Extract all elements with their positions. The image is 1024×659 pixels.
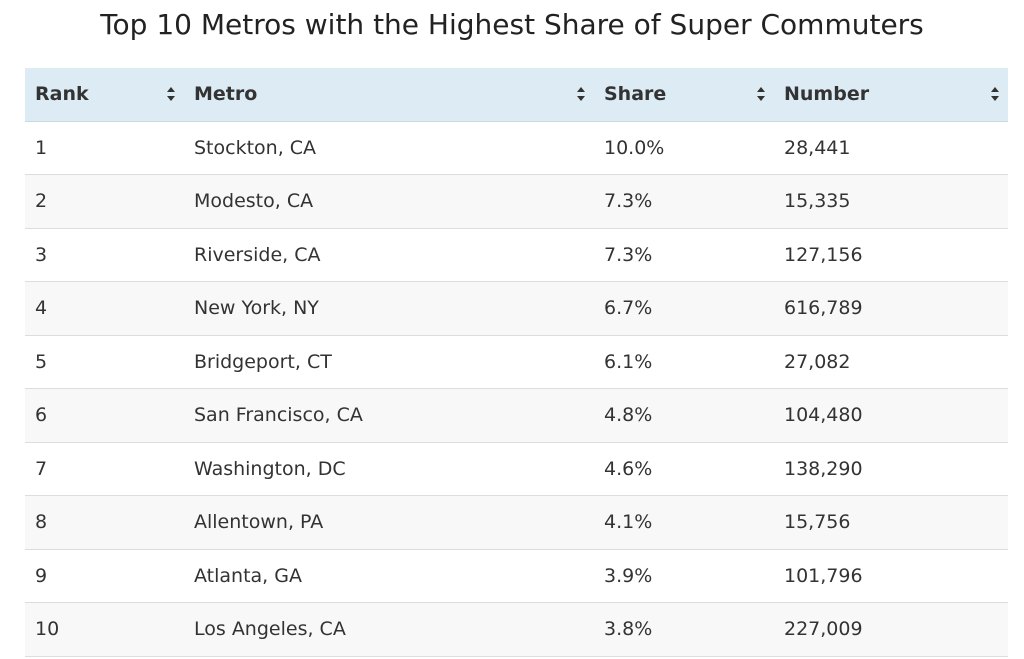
cell-number: 104,480 (784, 404, 863, 427)
cell-metro: Atlanta, GA (194, 564, 302, 587)
column-header-metro[interactable]: Metro (184, 68, 594, 122)
cell-number: 15,335 (784, 190, 851, 213)
column-header-label: Share (604, 83, 667, 106)
table-body: 1 Stockton, CA 10.0% 28,441 2 Modesto, CA 7.3%… (25, 121, 1008, 656)
cell-rank: 2 (35, 190, 48, 213)
sort-icon[interactable] (756, 86, 766, 102)
cell-metro: Riverside, CA (194, 243, 321, 266)
cell-rank: 6 (35, 404, 48, 427)
cell-share: 3.9% (604, 564, 653, 587)
table-row: 6 San Francisco, CA 4.8% 104,480 (25, 388, 1008, 442)
cell-share: 6.1% (604, 350, 653, 373)
cell-metro: Allentown, PA (194, 511, 324, 534)
column-header-share[interactable]: Share (594, 68, 774, 122)
data-table: Rank Metro Share (25, 68, 1008, 657)
cell-share: 4.1% (604, 511, 653, 534)
table-row: 3 Riverside, CA 7.3% 127,156 (25, 228, 1008, 282)
column-header-number[interactable]: Number (774, 68, 1008, 122)
table-row: 7 Washington, DC 4.6% 138,290 (25, 442, 1008, 496)
table-row: 2 Modesto, CA 7.3% 15,335 (25, 174, 1008, 228)
sort-icon[interactable] (576, 86, 586, 102)
cell-number: 616,789 (784, 297, 863, 320)
cell-rank: 5 (35, 350, 48, 373)
cell-share: 4.6% (604, 457, 653, 480)
column-header-label: Number (784, 83, 870, 106)
cell-metro: Los Angeles, CA (194, 618, 346, 641)
table-row: 10 Los Angeles, CA 3.8% 227,009 (25, 602, 1008, 656)
cell-number: 15,756 (784, 511, 851, 534)
cell-number: 27,082 (784, 350, 851, 373)
table-header-row: Rank Metro Share (25, 68, 1008, 122)
cell-rank: 8 (35, 511, 48, 534)
cell-number: 101,796 (784, 564, 863, 587)
sort-icon[interactable] (990, 86, 1000, 102)
data-table-container: Rank Metro Share (25, 68, 1008, 657)
cell-metro: Stockton, CA (194, 136, 317, 159)
cell-rank: 7 (35, 457, 48, 480)
cell-share: 4.8% (604, 404, 653, 427)
cell-number: 227,009 (784, 618, 863, 641)
cell-rank: 1 (35, 136, 48, 159)
cell-number: 138,290 (784, 457, 863, 480)
table-row: 5 Bridgeport, CT 6.1% 27,082 (25, 335, 1008, 389)
table-row: 8 Allentown, PA 4.1% 15,756 (25, 495, 1008, 549)
cell-metro: Bridgeport, CT (194, 350, 332, 373)
cell-share: 3.8% (604, 618, 653, 641)
cell-rank: 3 (35, 243, 48, 266)
cell-share: 7.3% (604, 243, 653, 266)
cell-rank: 9 (35, 564, 48, 587)
table-row: 9 Atlanta, GA 3.9% 101,796 (25, 549, 1008, 603)
cell-share: 6.7% (604, 297, 653, 320)
cell-metro: New York, NY (194, 297, 319, 320)
column-header-label: Metro (194, 83, 258, 106)
sort-icon[interactable] (166, 86, 176, 102)
cell-number: 28,441 (784, 136, 851, 159)
cell-metro: Modesto, CA (194, 190, 314, 213)
table-title: Top 10 Metros with the Highest Share of … (100, 8, 924, 41)
table-row: 1 Stockton, CA 10.0% 28,441 (25, 121, 1008, 175)
cell-rank: 4 (35, 297, 48, 320)
cell-share: 7.3% (604, 190, 653, 213)
cell-rank: 10 (35, 618, 60, 641)
column-header-label: Rank (35, 83, 89, 106)
table-row: 4 New York, NY 6.7% 616,789 (25, 281, 1008, 335)
column-header-rank[interactable]: Rank (25, 68, 184, 122)
cell-number: 127,156 (784, 243, 863, 266)
cell-share: 10.0% (604, 136, 665, 159)
cell-metro: Washington, DC (194, 457, 346, 480)
cell-metro: San Francisco, CA (194, 404, 363, 427)
